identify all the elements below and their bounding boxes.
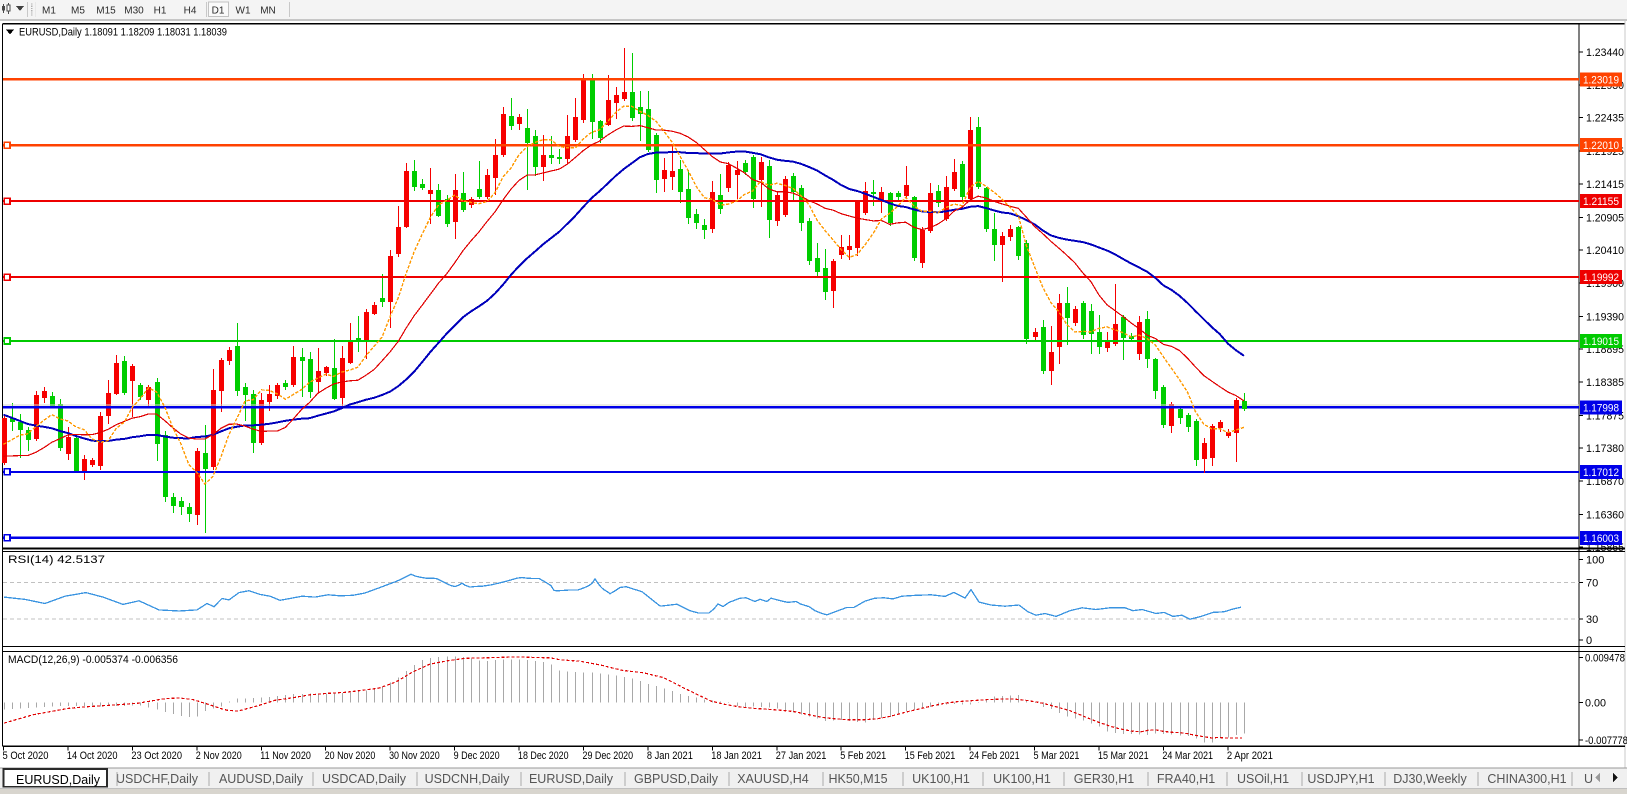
svg-text:0.009478: 0.009478 — [1585, 653, 1625, 665]
svg-text:EURUSD,Daily: EURUSD,Daily — [529, 772, 614, 786]
svg-text:14 Oct 2020: 14 Oct 2020 — [67, 750, 118, 762]
svg-text:1.16003: 1.16003 — [1583, 533, 1619, 545]
svg-text:HK50,M15: HK50,M15 — [828, 772, 887, 786]
svg-text:FRA40,H1: FRA40,H1 — [1157, 772, 1215, 786]
svg-text:EURUSD,Daily 1.18091 1.18209: EURUSD,Daily 1.18091 1.18209 1.18031 1.1… — [19, 27, 227, 39]
svg-text:AUDUSD,Daily: AUDUSD,Daily — [219, 772, 304, 786]
svg-text:1.22435: 1.22435 — [1586, 113, 1624, 125]
svg-text:H4: H4 — [184, 6, 197, 17]
svg-text:GBPUSD,Daily: GBPUSD,Daily — [634, 772, 719, 786]
svg-text:30 Nov 2020: 30 Nov 2020 — [389, 750, 440, 762]
svg-text:9 Dec 2020: 9 Dec 2020 — [454, 750, 500, 762]
svg-text:29 Dec 2020: 29 Dec 2020 — [583, 750, 634, 762]
svg-text:23 Oct 2020: 23 Oct 2020 — [131, 750, 182, 762]
svg-text:USDCAD,Daily: USDCAD,Daily — [322, 772, 407, 786]
svg-text:RSI(14) 42.5137: RSI(14) 42.5137 — [8, 554, 105, 566]
svg-text:H1: H1 — [154, 6, 167, 17]
svg-text:1.16360: 1.16360 — [1586, 510, 1624, 522]
svg-text:1.23440: 1.23440 — [1586, 47, 1624, 59]
svg-text:70: 70 — [1586, 578, 1598, 590]
svg-text:XAUUSD,H4: XAUUSD,H4 — [737, 772, 809, 786]
svg-text:18 Dec 2020: 18 Dec 2020 — [518, 750, 569, 762]
svg-text:M30: M30 — [124, 6, 144, 17]
svg-text:1.19390: 1.19390 — [1586, 312, 1624, 324]
svg-text:1.22010: 1.22010 — [1583, 140, 1619, 152]
svg-text:M5: M5 — [71, 6, 85, 17]
svg-text:USDJPY,H1: USDJPY,H1 — [1307, 772, 1374, 786]
svg-text:11 Nov 2020: 11 Nov 2020 — [260, 750, 311, 762]
svg-text:M15: M15 — [96, 6, 116, 17]
svg-text:1.17998: 1.17998 — [1583, 402, 1619, 414]
svg-text:USOil,H1: USOil,H1 — [1237, 772, 1289, 786]
svg-text:15 Mar 2021: 15 Mar 2021 — [1098, 750, 1149, 762]
svg-text:1.18385: 1.18385 — [1586, 377, 1624, 389]
svg-text:15 Feb 2021: 15 Feb 2021 — [905, 750, 956, 762]
svg-text:2 Nov 2020: 2 Nov 2020 — [196, 750, 242, 762]
svg-text:MN: MN — [260, 6, 276, 17]
svg-text:5 Oct 2020: 5 Oct 2020 — [3, 750, 49, 762]
svg-text:W1: W1 — [236, 6, 251, 17]
svg-text:0: 0 — [1586, 635, 1592, 647]
svg-text:MACD(12,26,9) -0.005374 -0.006: MACD(12,26,9) -0.005374 -0.006356 — [8, 654, 178, 666]
svg-text:1.17012: 1.17012 — [1583, 467, 1619, 479]
svg-text:2 Apr 2021: 2 Apr 2021 — [1227, 750, 1273, 762]
svg-text:UK100,H1: UK100,H1 — [912, 772, 970, 786]
svg-text:100: 100 — [1586, 555, 1604, 567]
svg-text:20 Nov 2020: 20 Nov 2020 — [325, 750, 376, 762]
svg-text:1.21415: 1.21415 — [1586, 179, 1624, 191]
svg-text:27 Jan 2021: 27 Jan 2021 — [776, 750, 827, 762]
svg-text:8 Jan 2021: 8 Jan 2021 — [647, 750, 693, 762]
svg-text:24 Feb 2021: 24 Feb 2021 — [969, 750, 1020, 762]
svg-text:1.20410: 1.20410 — [1586, 245, 1624, 257]
svg-text:5 Mar 2021: 5 Mar 2021 — [1034, 750, 1080, 762]
svg-text:1.16870: 1.16870 — [1586, 476, 1624, 488]
svg-text:M1: M1 — [42, 6, 56, 17]
svg-text:USDCHF,Daily: USDCHF,Daily — [116, 772, 199, 786]
svg-text:GER30,H1: GER30,H1 — [1074, 772, 1134, 786]
svg-text:24 Mar 2021: 24 Mar 2021 — [1162, 750, 1213, 762]
svg-text:DJ30,Weekly: DJ30,Weekly — [1393, 772, 1467, 786]
svg-text:1.23019: 1.23019 — [1583, 74, 1619, 86]
svg-text:0.00: 0.00 — [1585, 698, 1606, 710]
svg-text:USDCNH,Daily: USDCNH,Daily — [425, 772, 510, 786]
svg-text:18 Jan 2021: 18 Jan 2021 — [711, 750, 762, 762]
svg-text:D1: D1 — [212, 6, 225, 17]
svg-text:1.19992: 1.19992 — [1583, 272, 1619, 284]
svg-text:1.21155: 1.21155 — [1583, 196, 1619, 208]
svg-text:U: U — [1584, 772, 1593, 786]
svg-text:30: 30 — [1586, 614, 1598, 626]
svg-text:EURUSD,Daily: EURUSD,Daily — [16, 772, 100, 787]
svg-text:1.17380: 1.17380 — [1586, 443, 1624, 455]
svg-text:1.19015: 1.19015 — [1583, 336, 1619, 348]
svg-text:-0.007778: -0.007778 — [1585, 735, 1627, 747]
svg-text:5 Feb 2021: 5 Feb 2021 — [840, 750, 886, 762]
svg-text:1.20905: 1.20905 — [1586, 213, 1624, 225]
svg-text:UK100,H1: UK100,H1 — [993, 772, 1051, 786]
svg-text:CHINA300,H1: CHINA300,H1 — [1487, 772, 1566, 786]
